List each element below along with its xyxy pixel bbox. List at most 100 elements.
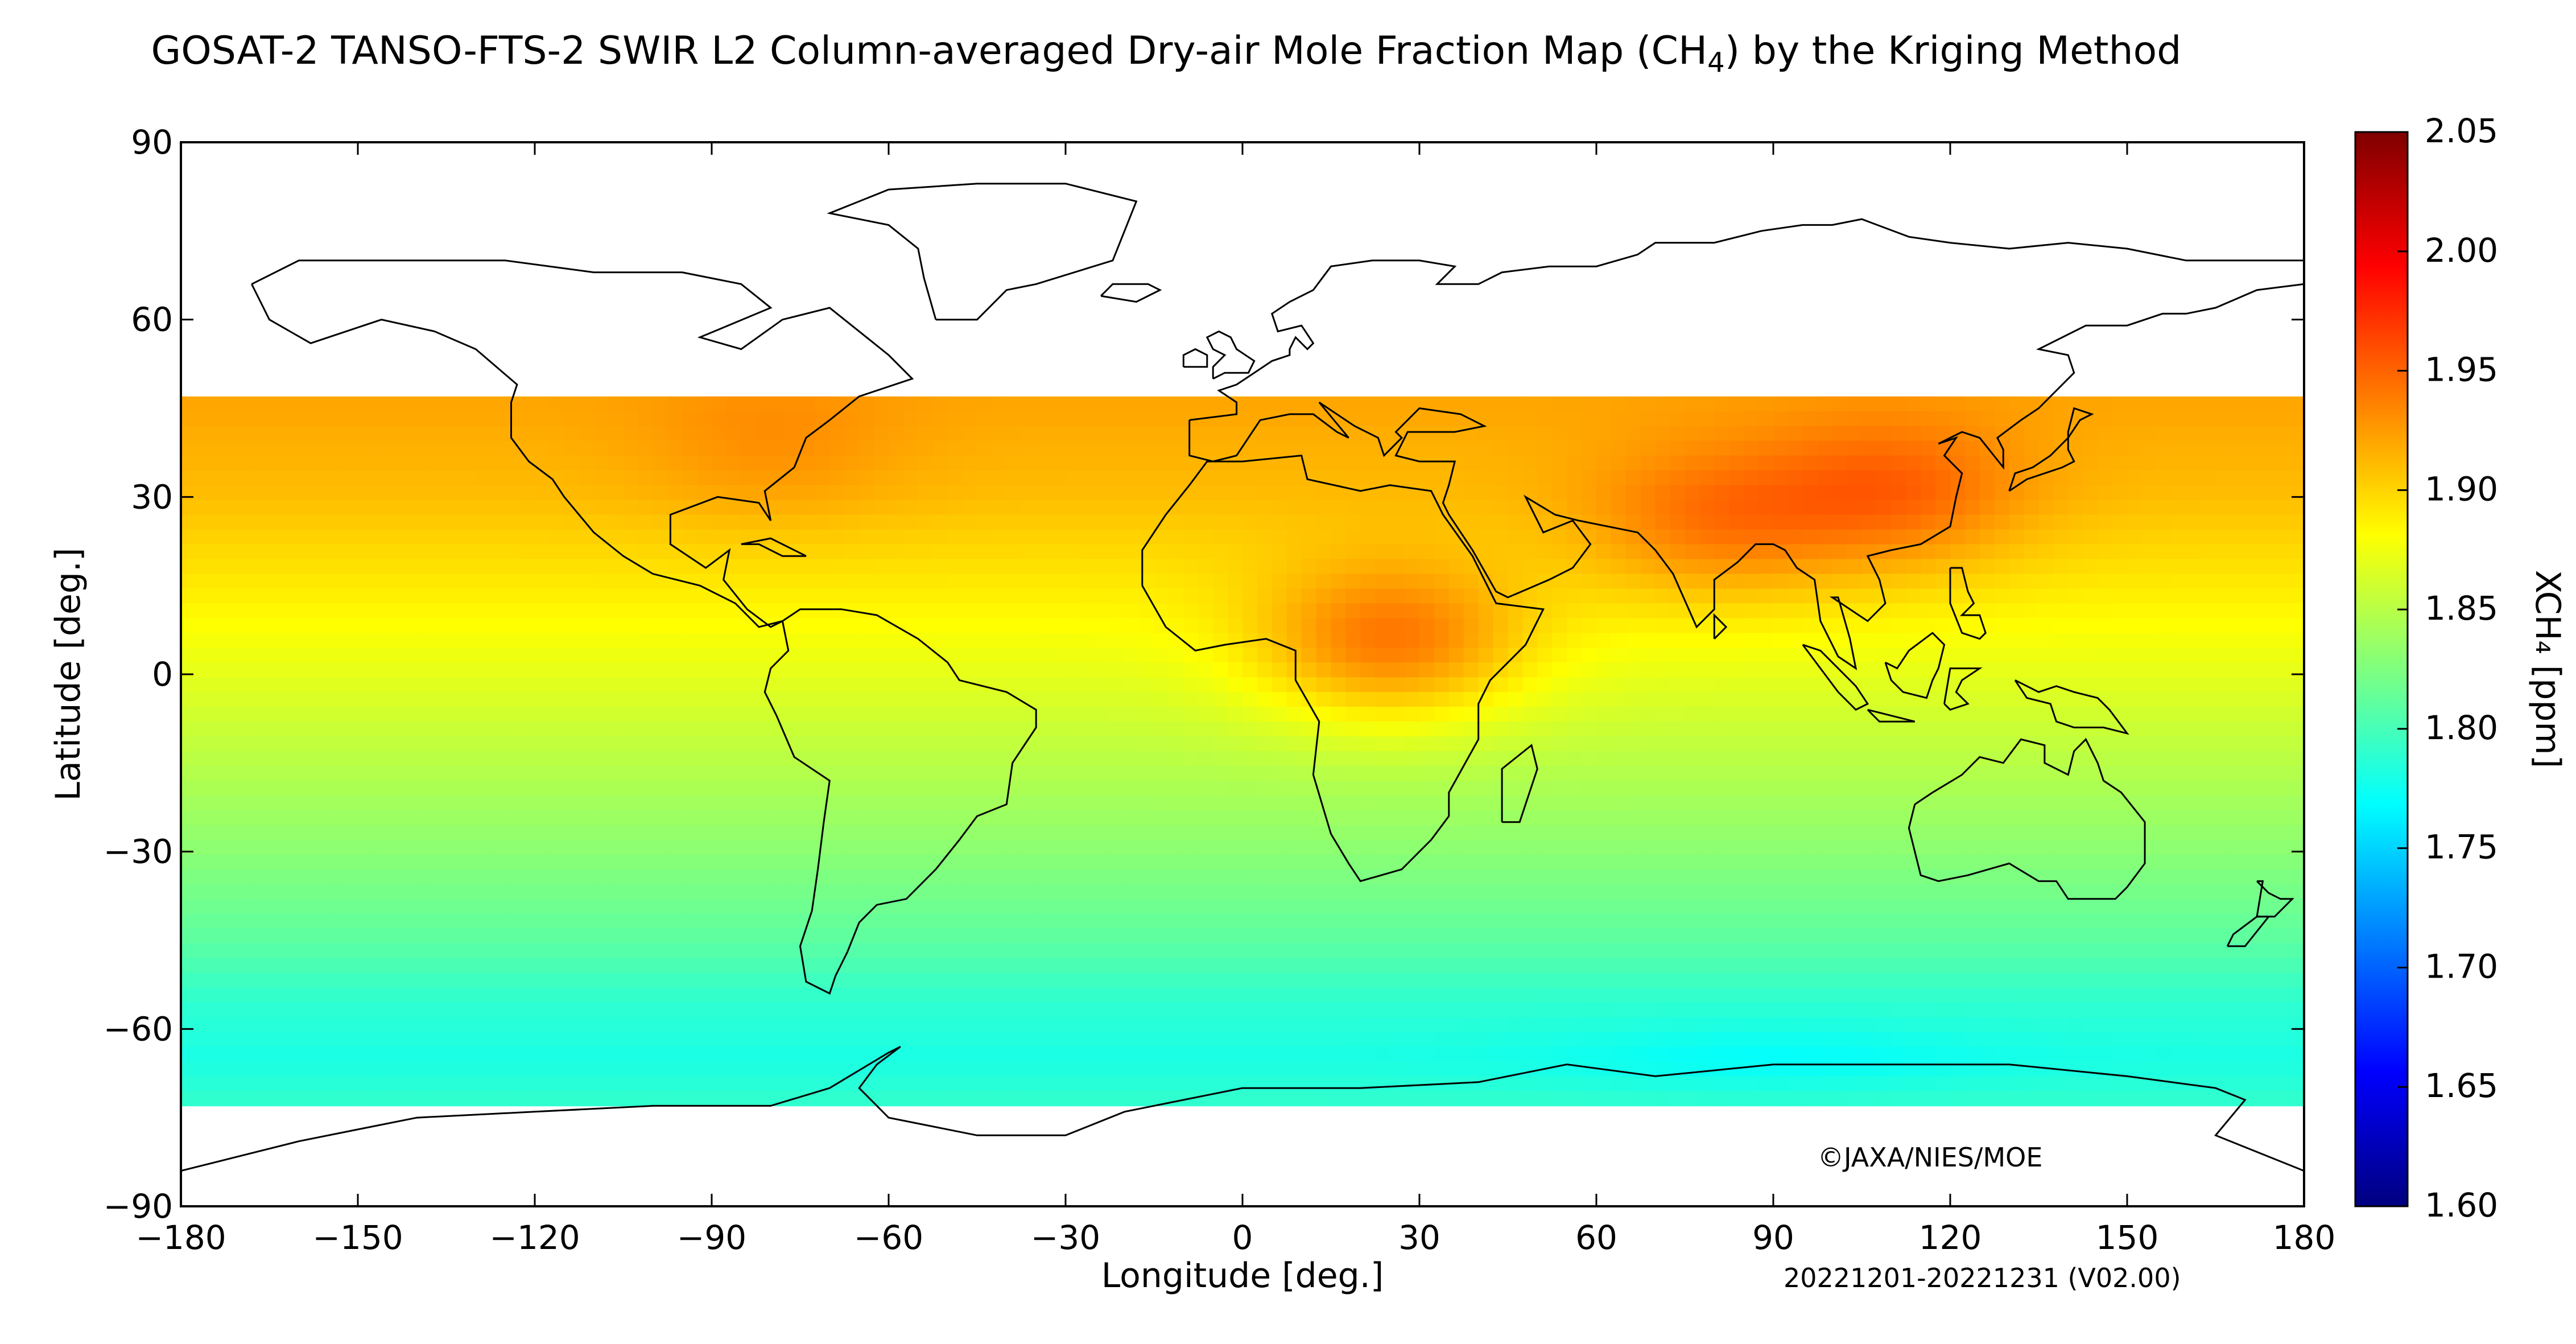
data-cell — [1301, 559, 1317, 575]
data-cell — [859, 500, 874, 516]
data-cell — [667, 707, 683, 722]
data-cell — [535, 884, 550, 900]
data-cell — [667, 396, 683, 412]
data-cell — [1921, 559, 1936, 575]
data-cell — [800, 810, 816, 826]
data-cell — [1493, 854, 1509, 870]
data-cell — [358, 736, 373, 752]
data-cell — [697, 766, 712, 781]
data-cell — [225, 426, 241, 442]
data-cell — [623, 736, 639, 752]
data-cell — [1139, 648, 1155, 663]
data-cell — [2201, 722, 2216, 737]
data-cell — [2260, 470, 2275, 486]
data-cell — [1655, 529, 1671, 545]
data-cell — [770, 781, 786, 796]
data-cell — [2245, 633, 2260, 649]
data-cell — [1095, 898, 1111, 914]
data-cell — [1301, 648, 1317, 663]
data-cell — [1582, 500, 1597, 516]
data-cell — [240, 440, 255, 456]
data-cell — [1228, 722, 1243, 737]
data-cell — [2201, 707, 2216, 722]
data-cell — [1655, 707, 1671, 722]
data-cell — [446, 795, 462, 811]
data-cell — [638, 485, 654, 501]
data-cell — [1522, 722, 1538, 737]
data-cell — [2053, 618, 2069, 634]
data-cell — [343, 810, 358, 826]
data-cell — [1405, 648, 1420, 663]
data-cell — [1670, 869, 1686, 885]
data-cell — [1139, 411, 1155, 427]
data-cell — [1582, 677, 1597, 692]
data-cell — [1640, 648, 1656, 663]
data-cell — [2024, 648, 2040, 663]
data-cell — [313, 810, 329, 826]
data-cell — [2201, 485, 2216, 501]
data-cell — [1228, 884, 1243, 900]
data-cell — [1434, 707, 1450, 722]
data-cell — [785, 736, 801, 752]
data-cell — [2289, 677, 2304, 692]
data-cell — [1405, 588, 1420, 604]
data-cell — [254, 633, 270, 649]
data-cell — [889, 529, 904, 545]
data-cell — [1979, 603, 1995, 619]
data-cell — [962, 426, 978, 442]
data-cell — [697, 440, 712, 456]
data-cell — [269, 529, 285, 545]
data-cell — [1419, 618, 1435, 634]
data-cell — [1537, 514, 1553, 530]
data-cell — [1272, 869, 1287, 885]
data-cell — [2083, 603, 2098, 619]
data-cell — [2186, 426, 2202, 442]
data-cell — [1787, 633, 1803, 649]
data-cell — [1625, 470, 1641, 486]
data-cell — [1625, 588, 1641, 604]
data-cell — [1257, 839, 1273, 855]
data-cell — [1935, 766, 1951, 781]
data-cell — [225, 440, 241, 456]
data-cell — [1448, 588, 1464, 604]
data-cell — [1463, 839, 1479, 855]
data-cell — [1729, 529, 1744, 545]
data-cell — [2141, 455, 2157, 471]
data-cell — [1139, 795, 1155, 811]
data-cell — [2098, 648, 2113, 663]
data-cell — [240, 898, 255, 914]
data-cell — [1625, 648, 1641, 663]
data-cell — [2245, 648, 2260, 663]
data-cell — [918, 485, 934, 501]
data-cell — [1242, 869, 1258, 885]
data-cell — [1316, 884, 1332, 900]
data-cell — [358, 426, 373, 442]
data-cell — [181, 440, 196, 456]
data-cell — [2274, 707, 2290, 722]
data-cell — [1095, 707, 1111, 722]
data-cell — [1861, 707, 1877, 722]
data-cell — [299, 500, 314, 516]
data-cell — [741, 662, 757, 678]
data-cell — [328, 426, 344, 442]
data-cell — [343, 426, 358, 442]
data-cell — [1331, 781, 1347, 796]
data-cell — [1051, 603, 1066, 619]
data-cell — [932, 824, 948, 840]
data-cell — [844, 795, 860, 811]
data-cell — [2053, 411, 2069, 427]
data-cell — [240, 824, 255, 840]
data-cell — [1242, 485, 1258, 501]
data-cell — [328, 751, 344, 766]
data-cell — [815, 662, 831, 678]
data-cell — [2024, 559, 2040, 575]
data-cell — [1817, 411, 1833, 427]
data-cell — [638, 766, 654, 781]
data-cell — [2009, 529, 2025, 545]
data-cell — [372, 411, 388, 427]
data-cell — [446, 603, 462, 619]
data-cell — [2215, 633, 2231, 649]
data-cell — [1861, 588, 1877, 604]
data-cell — [254, 869, 270, 885]
data-cell — [1537, 455, 1553, 471]
